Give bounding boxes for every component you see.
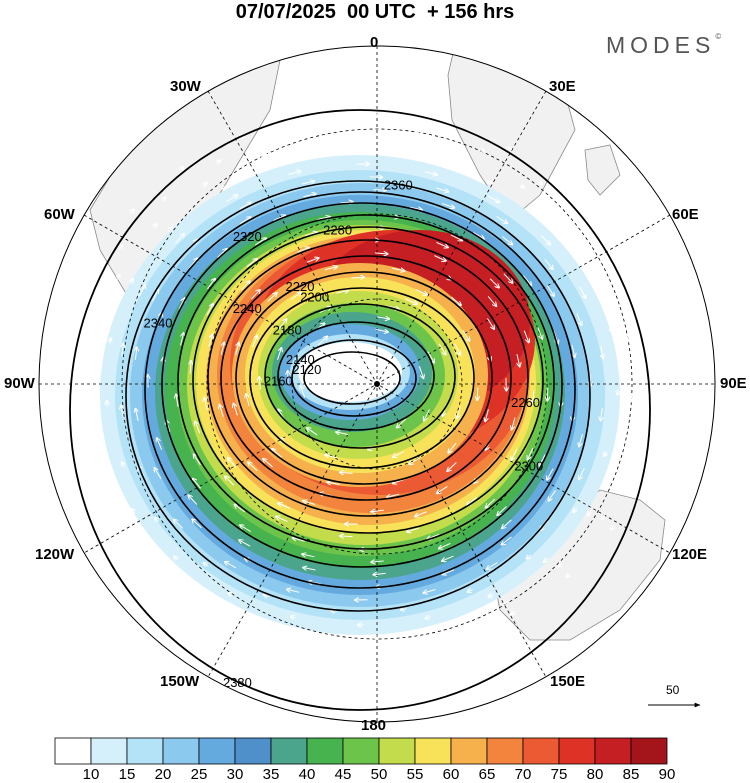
colorbar-swatch bbox=[631, 738, 667, 764]
map-disc: 2120214021602180220022202240226022802300… bbox=[30, 40, 730, 740]
lon-label-180: 180 bbox=[361, 717, 386, 734]
contour-label: 2340 bbox=[144, 315, 173, 330]
colorbar-swatch bbox=[451, 738, 487, 764]
colorbar-swatch bbox=[307, 738, 343, 764]
colorbar-swatch bbox=[163, 738, 199, 764]
lon-label-60w: 60W bbox=[44, 206, 75, 223]
lon-label-60e: 60E bbox=[672, 206, 699, 223]
colorbar-swatch bbox=[487, 738, 523, 764]
contour-label: 2380 bbox=[223, 675, 252, 690]
colorbar-swatch bbox=[271, 738, 307, 764]
colorbar-tick-label: 55 bbox=[400, 766, 430, 783]
colorbar-swatch bbox=[523, 738, 559, 764]
colorbar-tick-label: 70 bbox=[508, 766, 538, 783]
contour-label: 2320 bbox=[233, 229, 262, 244]
contour-label: 2260 bbox=[511, 395, 540, 410]
contour-label: 2180 bbox=[273, 323, 302, 338]
colorbar bbox=[55, 738, 667, 764]
wind-vector bbox=[658, 408, 659, 414]
wind-vector bbox=[340, 536, 353, 537]
colorbar-tick-label: 10 bbox=[76, 766, 106, 783]
colorbar-tick-label: 90 bbox=[652, 766, 682, 783]
colorbar-swatch bbox=[595, 738, 631, 764]
colorbar-tick-label: 30 bbox=[220, 766, 250, 783]
wind-vector bbox=[107, 400, 108, 406]
vector-reference-label: 50 bbox=[666, 683, 679, 697]
wind-vector bbox=[547, 388, 548, 401]
lon-label-90e: 90E bbox=[720, 375, 747, 392]
colorbar-tick-label: 15 bbox=[112, 766, 142, 783]
contour-label: 2240 bbox=[233, 301, 262, 316]
colorbar-tick-label: 50 bbox=[364, 766, 394, 783]
colorbar-tick-label: 35 bbox=[256, 766, 286, 783]
colorbar-swatch bbox=[415, 738, 451, 764]
colorbar-swatch bbox=[55, 738, 91, 764]
contour-label: 2360 bbox=[384, 177, 413, 192]
contour-label: 2140 bbox=[286, 352, 315, 367]
colorbar-swatch bbox=[91, 738, 127, 764]
colorbar-tick-label: 85 bbox=[616, 766, 646, 783]
colorbar-swatch bbox=[235, 738, 271, 764]
lon-label-90w: 90W bbox=[4, 375, 35, 392]
colorbar-tick-label: 45 bbox=[328, 766, 358, 783]
colorbar-tick-label: 65 bbox=[472, 766, 502, 783]
wind-vector bbox=[327, 140, 333, 141]
south-pole-dot-icon bbox=[374, 381, 380, 387]
colorbar-swatch bbox=[127, 738, 163, 764]
colorbar-tick-label: 40 bbox=[292, 766, 322, 783]
lon-label-150e: 150E bbox=[550, 673, 585, 690]
colorbar-swatch bbox=[559, 738, 595, 764]
colorbar-tick-label: 25 bbox=[184, 766, 214, 783]
lon-label-120w: 120W bbox=[35, 546, 74, 563]
lon-label-30e: 30E bbox=[549, 78, 576, 95]
contour-label: 2160 bbox=[264, 374, 293, 389]
wind-vector bbox=[394, 141, 400, 142]
lon-label-0: 0 bbox=[370, 34, 378, 51]
colorbar-tick-label: 60 bbox=[436, 766, 466, 783]
colorbar-swatch bbox=[199, 738, 235, 764]
lon-label-120e: 120E bbox=[672, 546, 707, 563]
colorbar-tick-label: 20 bbox=[148, 766, 178, 783]
colorbar-tick-label: 75 bbox=[544, 766, 574, 783]
colorbar-swatch bbox=[379, 738, 415, 764]
lon-label-30w: 30W bbox=[170, 78, 201, 95]
colorbar-swatch bbox=[343, 738, 379, 764]
contour-label: 2280 bbox=[323, 222, 352, 237]
colorbar-tick-label: 80 bbox=[580, 766, 610, 783]
lon-label-150w: 150W bbox=[160, 673, 199, 690]
contour-label: 2220 bbox=[286, 279, 315, 294]
